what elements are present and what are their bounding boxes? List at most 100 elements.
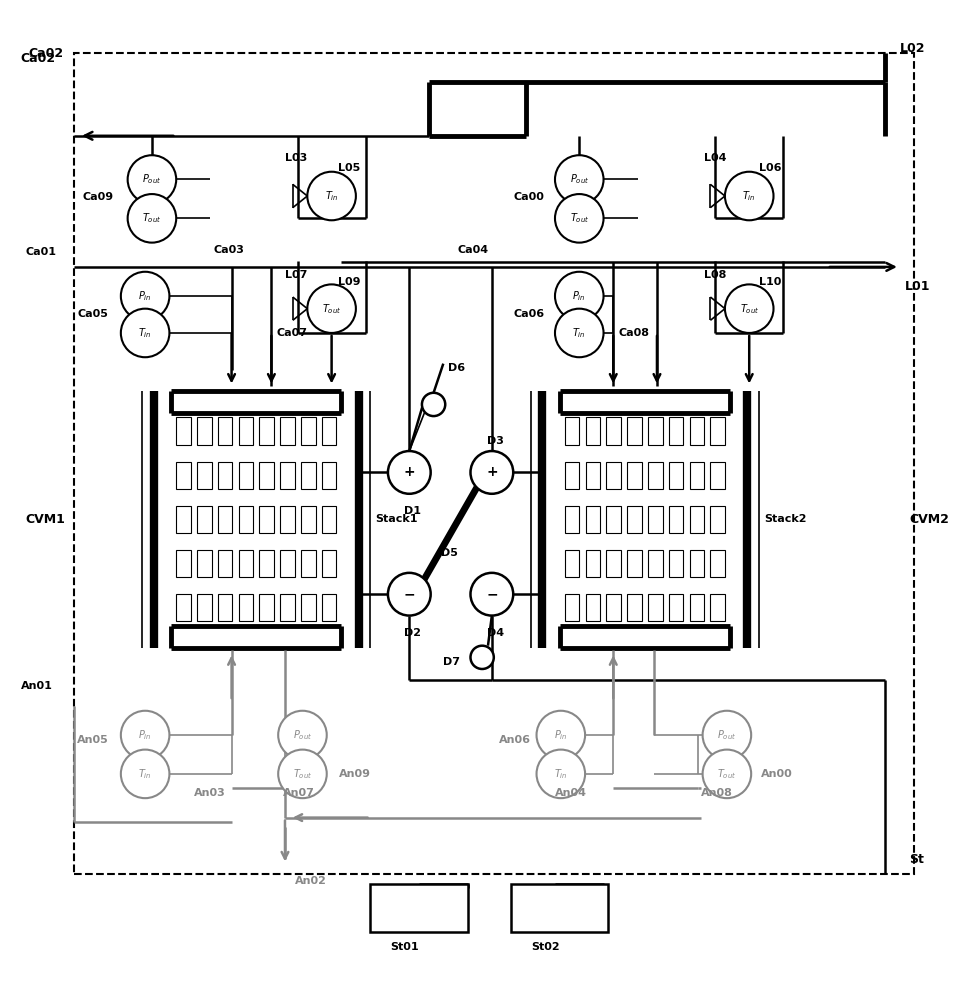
Bar bbox=[710, 417, 725, 445]
Text: Ca03: Ca03 bbox=[213, 245, 244, 255]
Text: $T_{in}$: $T_{in}$ bbox=[138, 326, 152, 340]
Circle shape bbox=[422, 393, 445, 416]
Text: $T_{in}$: $T_{in}$ bbox=[573, 326, 586, 340]
Bar bbox=[176, 462, 191, 489]
Text: Ca01: Ca01 bbox=[25, 247, 56, 257]
Bar bbox=[710, 594, 725, 621]
Bar bbox=[239, 417, 253, 445]
Bar bbox=[627, 417, 642, 445]
Bar bbox=[321, 462, 336, 489]
Text: St02: St02 bbox=[531, 942, 560, 952]
Bar bbox=[259, 506, 274, 533]
Text: Stack2: Stack2 bbox=[764, 514, 806, 524]
Text: $P_{in}$: $P_{in}$ bbox=[138, 289, 152, 303]
Bar bbox=[710, 506, 725, 533]
Bar bbox=[281, 550, 295, 577]
Text: D7: D7 bbox=[443, 657, 461, 667]
Text: L07: L07 bbox=[285, 270, 308, 280]
Circle shape bbox=[388, 451, 431, 494]
Text: L01: L01 bbox=[905, 280, 930, 293]
Bar bbox=[218, 417, 233, 445]
Bar bbox=[690, 594, 704, 621]
Bar bbox=[239, 550, 253, 577]
Bar bbox=[259, 550, 274, 577]
Circle shape bbox=[702, 750, 751, 798]
Bar bbox=[585, 550, 600, 577]
Text: $P_{out}$: $P_{out}$ bbox=[142, 173, 162, 186]
Bar bbox=[197, 550, 211, 577]
Bar bbox=[218, 550, 233, 577]
Bar bbox=[607, 594, 620, 621]
Bar bbox=[648, 594, 662, 621]
Circle shape bbox=[279, 711, 326, 759]
Bar bbox=[259, 417, 274, 445]
Text: Ca06: Ca06 bbox=[513, 309, 544, 319]
Bar bbox=[669, 417, 684, 445]
Text: An04: An04 bbox=[555, 788, 587, 798]
Circle shape bbox=[121, 309, 169, 357]
Circle shape bbox=[121, 750, 169, 798]
Bar bbox=[176, 506, 191, 533]
Circle shape bbox=[702, 711, 751, 759]
Text: An05: An05 bbox=[77, 735, 109, 745]
Circle shape bbox=[725, 284, 773, 333]
Bar bbox=[648, 506, 662, 533]
Bar bbox=[197, 506, 211, 533]
Text: D5: D5 bbox=[441, 548, 458, 558]
Bar bbox=[627, 594, 642, 621]
Text: $P_{out}$: $P_{out}$ bbox=[570, 173, 589, 186]
Text: L09: L09 bbox=[338, 277, 361, 287]
Bar bbox=[259, 462, 274, 489]
Circle shape bbox=[555, 272, 604, 320]
Text: L05: L05 bbox=[338, 163, 360, 173]
Text: $T_{out}$: $T_{out}$ bbox=[293, 767, 312, 781]
Text: $T_{out}$: $T_{out}$ bbox=[142, 211, 162, 225]
Circle shape bbox=[725, 172, 773, 220]
Bar bbox=[176, 594, 191, 621]
Text: −: − bbox=[403, 587, 415, 601]
Text: An02: An02 bbox=[295, 876, 326, 886]
Bar bbox=[281, 594, 295, 621]
Bar bbox=[239, 594, 253, 621]
Circle shape bbox=[128, 194, 176, 243]
Text: Ca02: Ca02 bbox=[20, 52, 56, 65]
Bar bbox=[607, 506, 620, 533]
Bar bbox=[669, 506, 684, 533]
Text: $T_{out}$: $T_{out}$ bbox=[739, 302, 759, 316]
Bar bbox=[585, 417, 600, 445]
Text: CVM2: CVM2 bbox=[910, 513, 950, 526]
Bar bbox=[197, 594, 211, 621]
Bar bbox=[690, 550, 704, 577]
Bar bbox=[690, 506, 704, 533]
Text: L06: L06 bbox=[759, 163, 781, 173]
Circle shape bbox=[555, 194, 604, 243]
Text: CVM1: CVM1 bbox=[25, 513, 65, 526]
Text: +: + bbox=[486, 465, 498, 479]
Text: $T_{out}$: $T_{out}$ bbox=[322, 302, 341, 316]
Text: An08: An08 bbox=[700, 788, 732, 798]
Circle shape bbox=[537, 750, 585, 798]
Bar bbox=[281, 506, 295, 533]
Text: $T_{in}$: $T_{in}$ bbox=[554, 767, 568, 781]
Bar bbox=[669, 550, 684, 577]
Text: Stack1: Stack1 bbox=[375, 514, 418, 524]
Bar bbox=[218, 594, 233, 621]
Text: An07: An07 bbox=[283, 788, 315, 798]
Text: St01: St01 bbox=[391, 942, 419, 952]
Bar bbox=[627, 462, 642, 489]
Text: $P_{in}$: $P_{in}$ bbox=[138, 728, 152, 742]
Text: $T_{in}$: $T_{in}$ bbox=[138, 767, 152, 781]
Text: $T_{in}$: $T_{in}$ bbox=[324, 189, 338, 203]
Bar bbox=[710, 462, 725, 489]
Bar bbox=[301, 462, 316, 489]
Circle shape bbox=[121, 272, 169, 320]
Bar bbox=[565, 506, 580, 533]
Text: $P_{out}$: $P_{out}$ bbox=[717, 728, 736, 742]
Text: Ca09: Ca09 bbox=[82, 192, 113, 202]
Text: An09: An09 bbox=[339, 769, 371, 779]
Bar bbox=[690, 462, 704, 489]
Text: $T_{in}$: $T_{in}$ bbox=[742, 189, 756, 203]
Bar bbox=[239, 462, 253, 489]
Bar bbox=[690, 417, 704, 445]
Bar bbox=[565, 462, 580, 489]
